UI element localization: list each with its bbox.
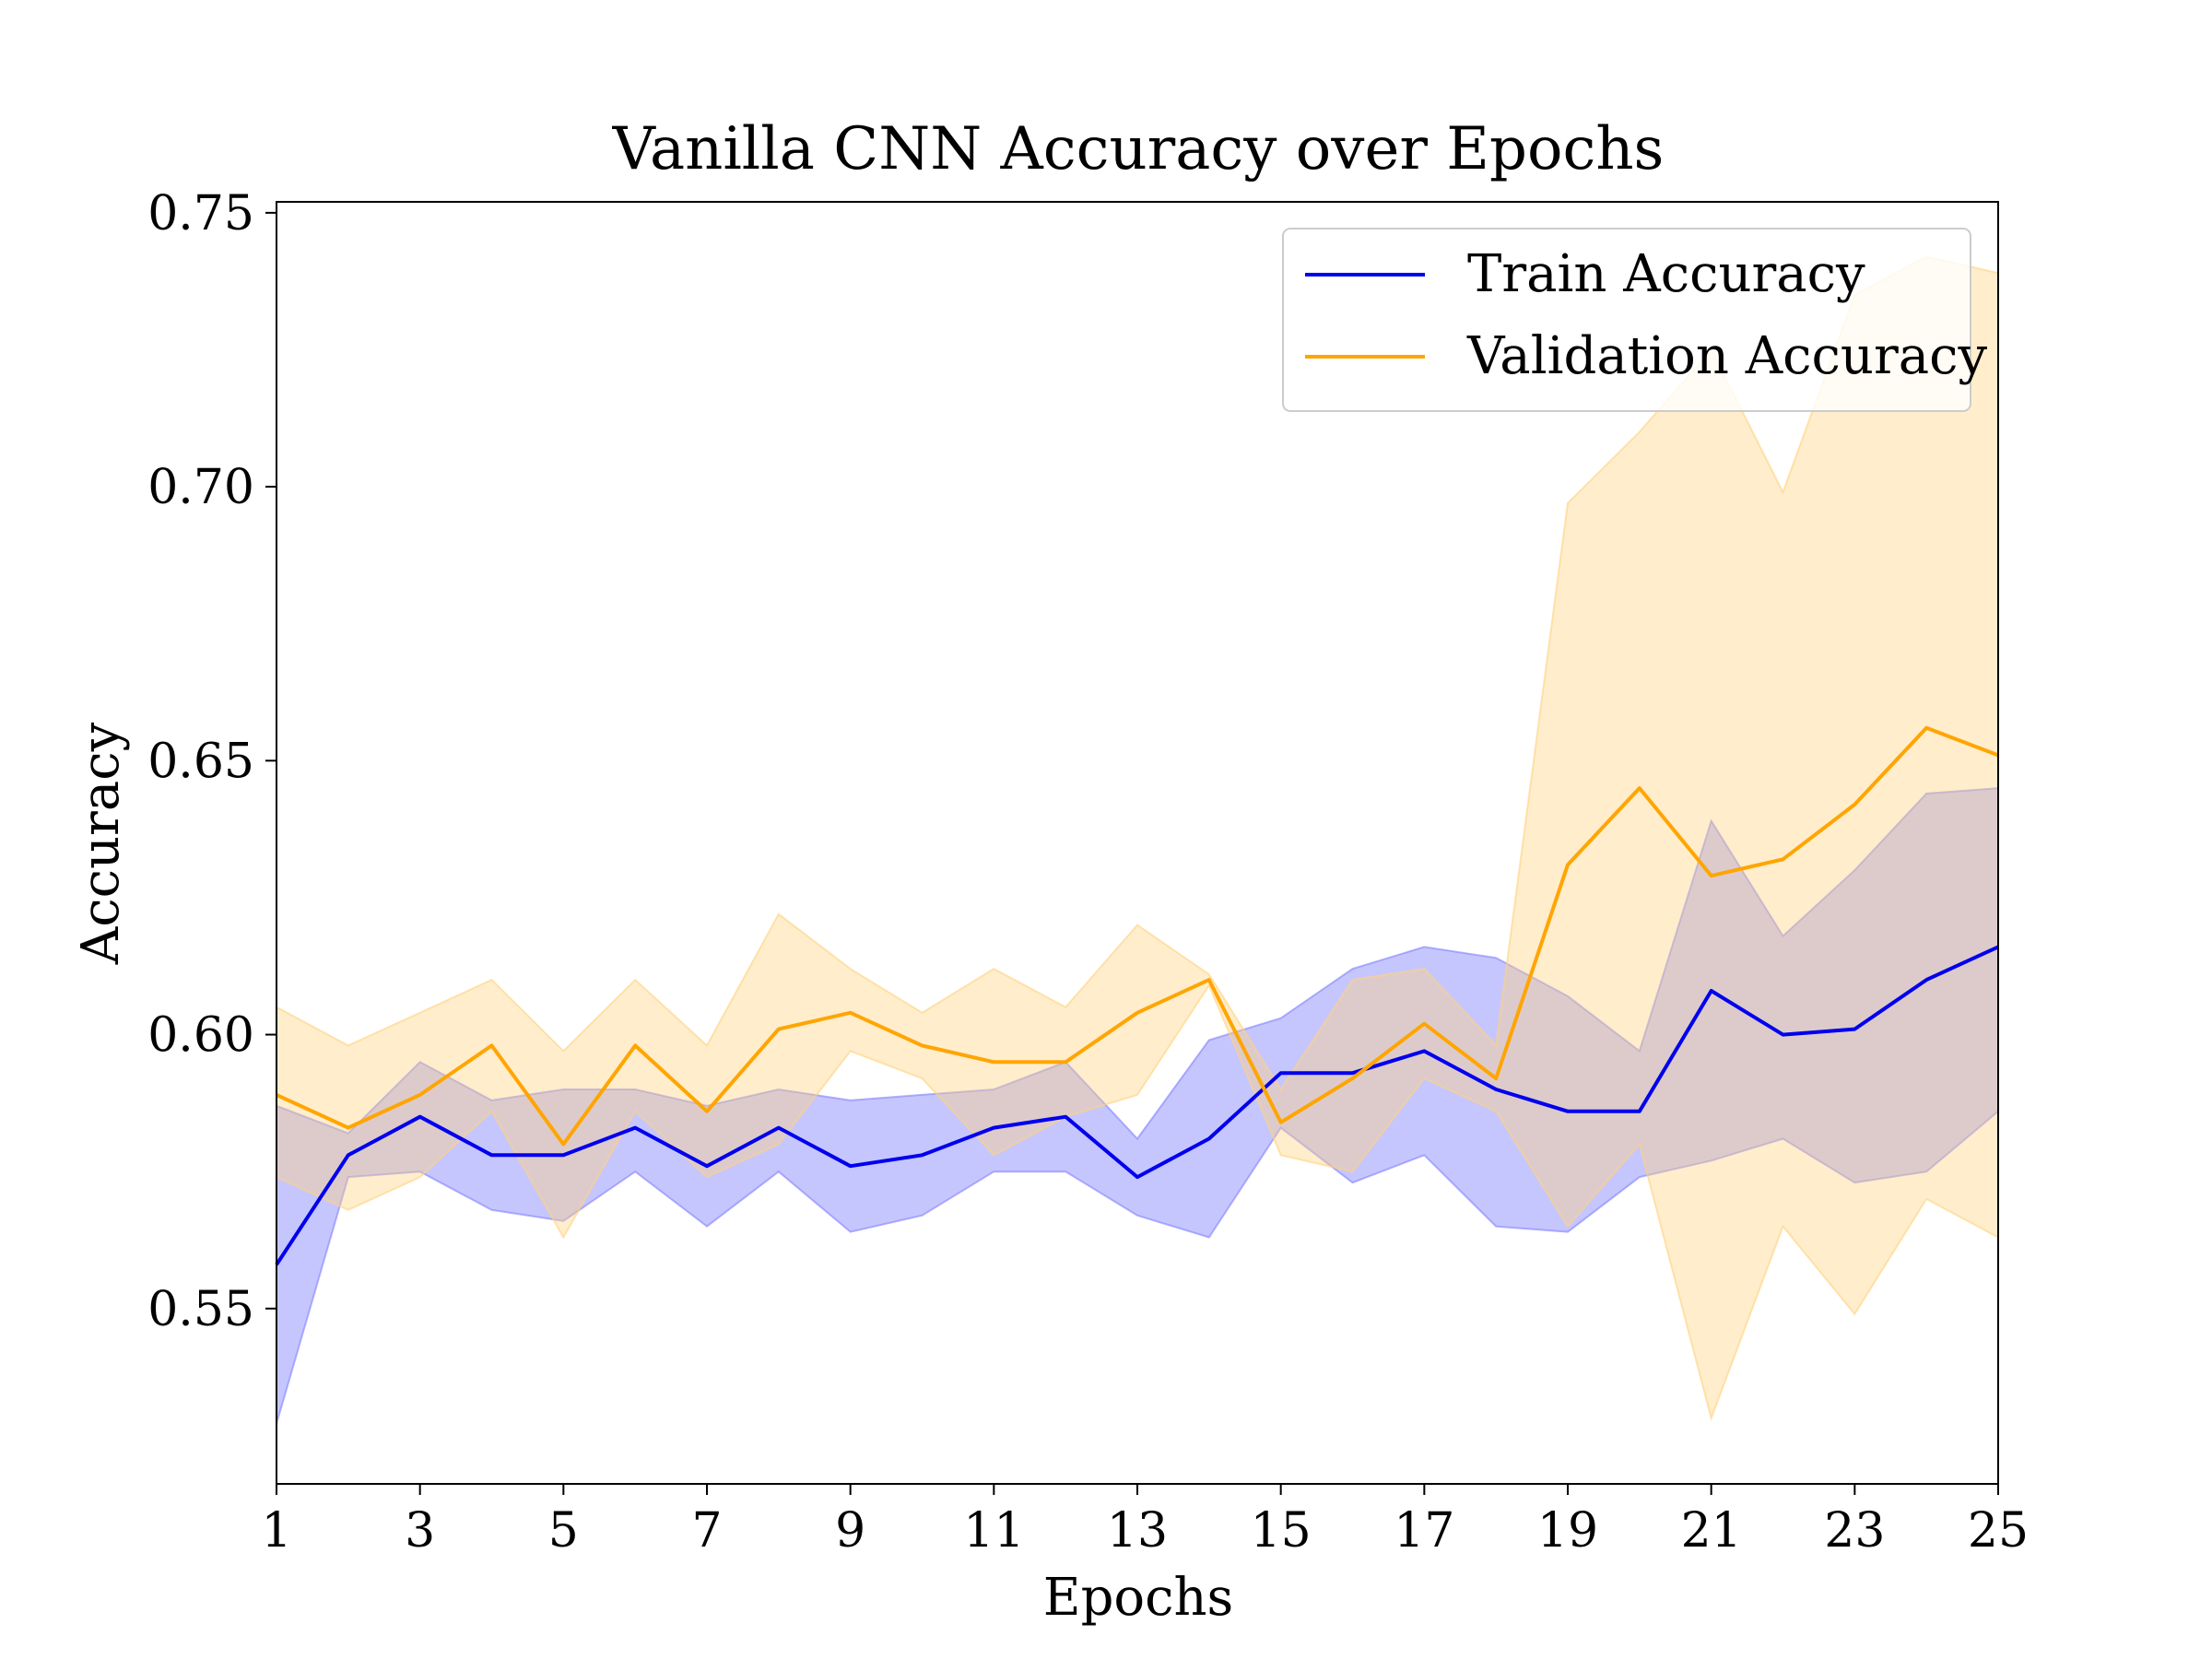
x-tick-label: 23: [1824, 1503, 1885, 1559]
y-tick-label: 0.70: [147, 460, 254, 515]
x-tick-label: 15: [1251, 1503, 1312, 1559]
x-tick-label: 19: [1537, 1503, 1598, 1559]
x-tick-label: 11: [963, 1503, 1024, 1559]
x-axis-ticks: 1 3 5 7 9 11 13 15 17 19 21 23 25: [261, 1484, 2029, 1559]
validation-accuracy-band: [276, 255, 1999, 1422]
y-axis-ticks: 0.55 0.60 0.65 0.70 0.75: [147, 186, 276, 1337]
x-tick-label: 25: [1968, 1503, 2029, 1559]
legend: Train Accuracy Validation Accuracy: [1282, 228, 1987, 412]
x-tick-label: 13: [1107, 1503, 1168, 1559]
confidence-bands: [276, 255, 1999, 1424]
legend-train-label: Train Accuracy: [1467, 244, 1865, 304]
chart-title: Vanilla CNN Accuracy over Epochs: [612, 115, 1665, 183]
x-tick-label: 5: [548, 1503, 579, 1559]
y-axis-label: Accuracy: [71, 722, 131, 965]
legend-validation-label: Validation Accuracy: [1466, 326, 1987, 386]
validation-accuracy-line: [276, 725, 1999, 1147]
x-tick-label: 3: [405, 1503, 435, 1559]
x-tick-label: 9: [835, 1503, 865, 1559]
x-tick-label: 17: [1394, 1503, 1454, 1559]
x-tick-label: 7: [691, 1503, 722, 1559]
y-tick-label: 0.75: [147, 186, 254, 241]
legend-box: [1282, 228, 1971, 412]
y-tick-label: 0.65: [147, 734, 254, 789]
x-tick-label: 1: [261, 1503, 291, 1559]
x-axis-label: Epochs: [1043, 1568, 1234, 1628]
y-tick-label: 0.55: [147, 1282, 254, 1337]
y-tick-label: 0.60: [147, 1008, 254, 1064]
series-lines: [275, 725, 1999, 1266]
train-accuracy-line: [275, 945, 1999, 1266]
x-tick-label: 21: [1681, 1503, 1742, 1559]
